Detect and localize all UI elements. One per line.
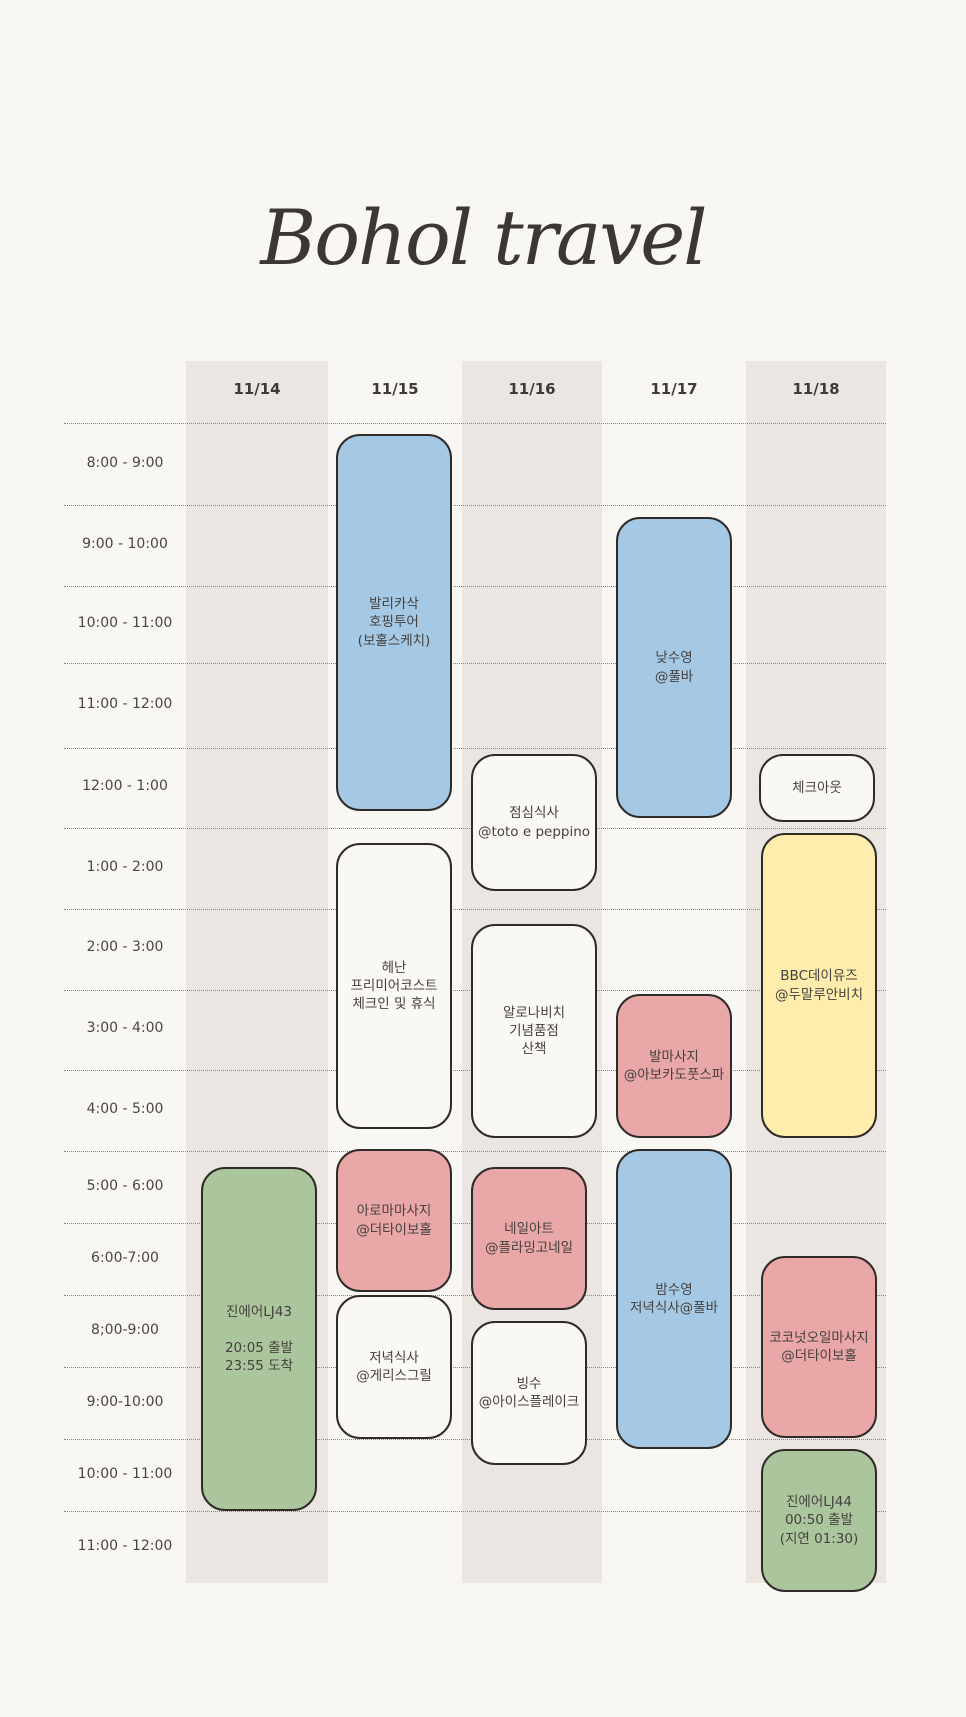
grid-line (64, 909, 886, 910)
event-nail-art[interactable]: 네일아트 @플라밍고네일 (471, 1167, 587, 1310)
event-bingsu[interactable]: 빙수 @아이스플레이크 (471, 1321, 587, 1465)
time-label: 6:00-7:00 (91, 1250, 159, 1266)
event-bbc-day-use[interactable]: BBC데이유즈 @두말루안비치 (761, 833, 877, 1138)
time-label: 8:00 - 9:00 (86, 455, 164, 471)
day-header-4: 11/17 (650, 380, 698, 398)
grid-line (64, 505, 886, 506)
event-coconut-oil-massage[interactable]: 코코넛오일마사지 @더타이보홀 (761, 1256, 877, 1438)
event-alona-beach-souvenir[interactable]: 알로나비치 기념품점 산책 (471, 924, 597, 1138)
time-label: 1:00 - 2:00 (86, 859, 164, 875)
time-label: 5:00 - 6:00 (86, 1178, 164, 1194)
time-label: 4:00 - 5:00 (86, 1101, 164, 1117)
event-night-swim[interactable]: 밤수영 저녁식사@풀바 (616, 1149, 732, 1449)
event-henann-checkin[interactable]: 헤난 프리미어코스트 체크인 및 휴식 (336, 843, 452, 1129)
day-header-1: 11/14 (233, 380, 281, 398)
event-jinair-lj44[interactable]: 진에어LJ44 00:50 출발 (지연 01:30) (761, 1449, 877, 1592)
time-label: 8;00-9:00 (91, 1322, 159, 1338)
time-label: 2:00 - 3:00 (86, 939, 164, 955)
grid-line (64, 586, 886, 587)
page-title: Bohol travel (260, 193, 707, 282)
event-checkout[interactable]: 체크아웃 (759, 754, 875, 822)
time-label: 9:00 - 10:00 (82, 536, 168, 552)
day-header-2: 11/15 (371, 380, 419, 398)
grid-line (64, 1511, 886, 1512)
event-jinair-lj43[interactable]: 진에어LJ43 20:05 출발 23:55 도착 (201, 1167, 317, 1511)
grid-line (64, 748, 886, 749)
time-label: 12:00 - 1:00 (82, 778, 168, 794)
event-dinner-garys-grill[interactable]: 저녁식사 @게리스그릴 (336, 1295, 452, 1439)
event-day-swim[interactable]: 낮수영 @풀바 (616, 517, 732, 818)
time-label: 11:00 - 12:00 (77, 696, 173, 712)
event-lunch-toto-e-peppino[interactable]: 점심식사 @toto e peppino (471, 754, 597, 891)
time-label: 9:00-10:00 (86, 1394, 164, 1410)
grid-line (64, 663, 886, 664)
grid-line (64, 1151, 886, 1152)
event-foot-massage[interactable]: 발마사지 @아보카도풋스파 (616, 994, 732, 1138)
time-label: 10:00 - 11:00 (77, 1466, 173, 1482)
grid-line (64, 423, 886, 424)
day-header-3: 11/16 (508, 380, 556, 398)
time-label: 11:00 - 12:00 (77, 1538, 173, 1554)
event-balicasag-hopping-tour[interactable]: 발리카삭 호핑투어 (보홀스케치) (336, 434, 452, 811)
day-header-5: 11/18 (792, 380, 840, 398)
time-label: 3:00 - 4:00 (86, 1020, 164, 1036)
event-aroma-massage[interactable]: 아로마마사지 @더타이보홀 (336, 1149, 452, 1292)
time-label: 10:00 - 11:00 (77, 615, 173, 631)
